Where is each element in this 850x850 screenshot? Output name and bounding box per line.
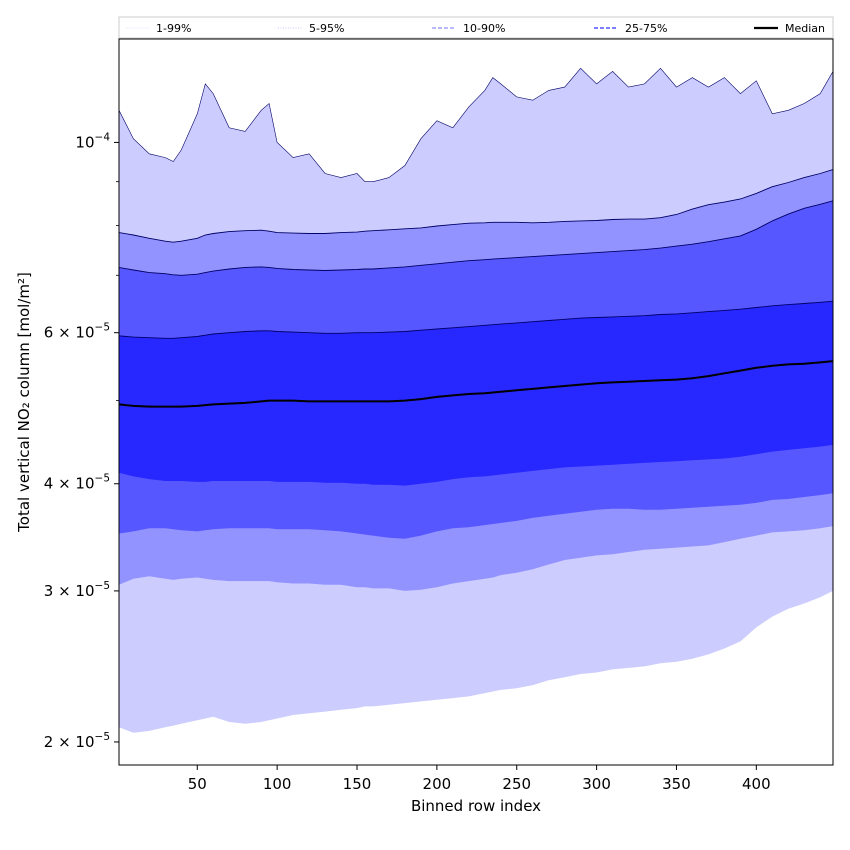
x-tick-label: 400 [742,775,771,793]
median-line [119,360,833,408]
legend-box [118,16,834,39]
lines-layer [119,67,833,408]
y-tick-label: 4 × 10−5 [44,473,110,493]
x-tick-label: 250 [502,775,531,793]
x-axis: 50 100 150 200 250 300 350 400 [188,765,771,793]
legend-label: 25-75% [625,22,667,35]
x-tick-label: 350 [662,775,691,793]
upper-edge-10-90% [119,200,833,276]
x-tick-label: 150 [343,775,372,793]
legend-label: 1-99% [156,22,191,35]
y-tick-label: 3 × 10−5 [44,580,110,600]
x-tick-label: 200 [423,775,452,793]
legend: 1-99% 5-95% 10-90% 25-75% Median [118,16,834,39]
legend-label: 5-95% [309,22,344,35]
upper-edge-5-95% [119,169,833,243]
x-tick-label: 50 [188,775,207,793]
upper-edge-25-75% [119,300,833,339]
y-axis: 2 × 10−5 3 × 10−5 4 × 10−5 6 × 10−5 10−4 [44,131,119,751]
y-tick-label: 10−4 [75,131,110,151]
x-tick-label: 100 [263,775,292,793]
y-tick-label: 6 × 10−5 [44,322,110,342]
legend-label: 10-90% [463,22,505,35]
x-axis-label: Binned row index [411,797,541,815]
y-tick-label: 2 × 10−5 [44,731,110,751]
plot-frame [118,38,834,766]
upper-edge-1-99% [119,67,833,182]
legend-label: Median [785,22,825,35]
y-axis-label: Total vertical NO₂ column [mol/m²] [15,272,33,533]
x-tick-label: 300 [582,775,611,793]
bands-layer [119,68,833,733]
